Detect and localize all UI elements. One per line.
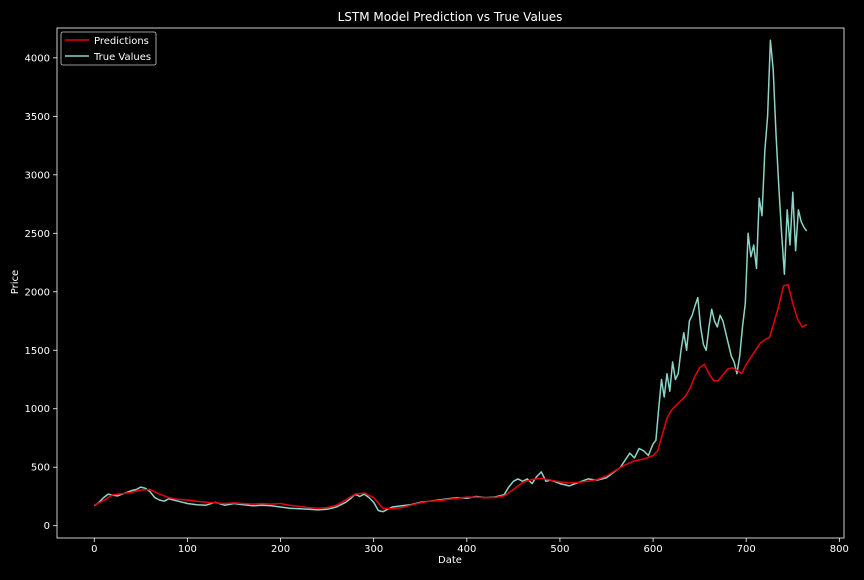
x-tick-label: 200 (271, 544, 290, 555)
x-tick-label: 100 (178, 544, 197, 555)
legend-label-predictions: Predictions (94, 36, 149, 47)
y-tick-label: 500 (31, 463, 50, 474)
x-tick-label: 0 (91, 544, 97, 555)
series-line-predictions (93, 284, 808, 510)
x-tick-label: 700 (737, 544, 756, 555)
y-tick-label: 2500 (25, 229, 50, 240)
y-tick-label: 1000 (25, 404, 50, 415)
y-tick-label: 0 (44, 521, 50, 532)
y-tick-label: 3000 (25, 170, 50, 181)
series-layer (93, 39, 808, 513)
y-tick-label: 3500 (25, 112, 50, 123)
x-tick-label: 500 (550, 544, 569, 555)
legend: Predictions True Values (60, 31, 157, 66)
y-axis: 0 500 1000 1500 2000 2500 3000 3500 4000 (25, 53, 57, 532)
legend-label-true-values: True Values (93, 52, 151, 63)
y-tick-label: 1500 (25, 346, 50, 357)
y-axis-label: Price (10, 270, 21, 294)
x-tick-label: 300 (364, 544, 383, 555)
y-tick-label: 2000 (25, 287, 50, 298)
y-tick-label: 4000 (25, 53, 50, 64)
plot-frame (56, 27, 845, 539)
x-axis: 0 100 200 300 400 500 600 700 800 (91, 538, 849, 555)
x-tick-label: 400 (457, 544, 476, 555)
chart-title: LSTM Model Prediction vs True Values (338, 10, 563, 24)
x-tick-label: 800 (830, 544, 849, 555)
x-axis-label: Date (438, 555, 462, 566)
x-tick-label: 600 (644, 544, 663, 555)
